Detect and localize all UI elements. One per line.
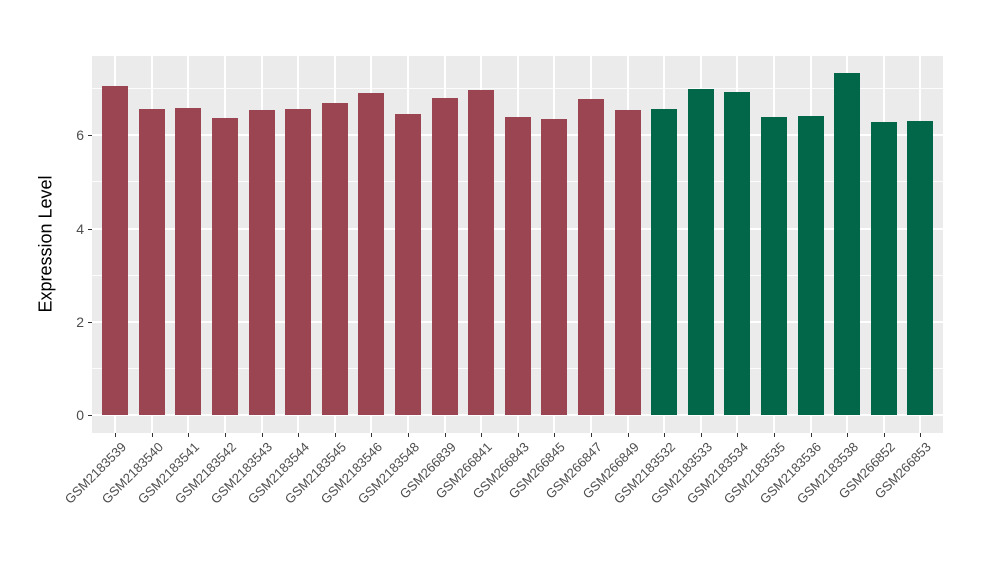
y-tick-label: 4 — [76, 220, 84, 237]
bar — [834, 73, 861, 416]
bar — [431, 97, 458, 416]
x-tick-mark — [700, 433, 702, 437]
x-tick-mark — [737, 433, 739, 437]
x-tick-mark — [334, 433, 336, 437]
bar — [797, 116, 824, 416]
x-tick-mark — [481, 433, 483, 437]
plot-panel — [92, 56, 943, 433]
bar — [358, 93, 385, 416]
bar — [321, 102, 348, 416]
bar — [175, 108, 202, 416]
bar — [212, 118, 239, 416]
x-tick-mark — [115, 433, 117, 437]
x-tick-mark — [371, 433, 373, 437]
x-tick-mark — [554, 433, 556, 437]
bar — [907, 120, 934, 416]
x-tick-mark — [627, 433, 629, 437]
x-tick-mark — [298, 433, 300, 437]
bar — [541, 118, 568, 416]
x-tick-mark — [444, 433, 446, 437]
x-tick-mark — [188, 433, 190, 437]
bar — [614, 109, 641, 416]
x-tick-mark — [810, 433, 812, 437]
bar — [395, 113, 422, 416]
x-tick-mark — [590, 433, 592, 437]
bar — [870, 122, 897, 416]
x-tick-mark — [920, 433, 922, 437]
x-tick-mark — [883, 433, 885, 437]
y-tick-label: 0 — [76, 407, 84, 424]
y-tick-mark — [88, 321, 92, 323]
bar — [687, 89, 714, 416]
bar — [468, 90, 495, 416]
x-tick-mark — [151, 433, 153, 437]
x-tick-mark — [261, 433, 263, 437]
x-tick-mark — [408, 433, 410, 437]
x-tick-mark — [773, 433, 775, 437]
bar — [102, 86, 129, 416]
y-tick-label: 6 — [76, 127, 84, 144]
y-tick-mark — [88, 415, 92, 417]
y-tick-mark — [88, 135, 92, 137]
x-tick-mark — [664, 433, 666, 437]
y-axis-title: Expression Level — [35, 175, 56, 313]
x-tick-mark — [847, 433, 849, 437]
y-tick-mark — [88, 228, 92, 230]
bar — [504, 116, 531, 416]
bar — [138, 108, 165, 416]
x-tick-mark — [225, 433, 227, 437]
y-tick-label: 2 — [76, 313, 84, 330]
bar — [760, 116, 787, 416]
bar — [577, 98, 604, 416]
x-tick-mark — [517, 433, 519, 437]
bar — [651, 108, 678, 416]
bar — [285, 108, 312, 416]
bar — [724, 92, 751, 416]
bar — [248, 109, 275, 416]
